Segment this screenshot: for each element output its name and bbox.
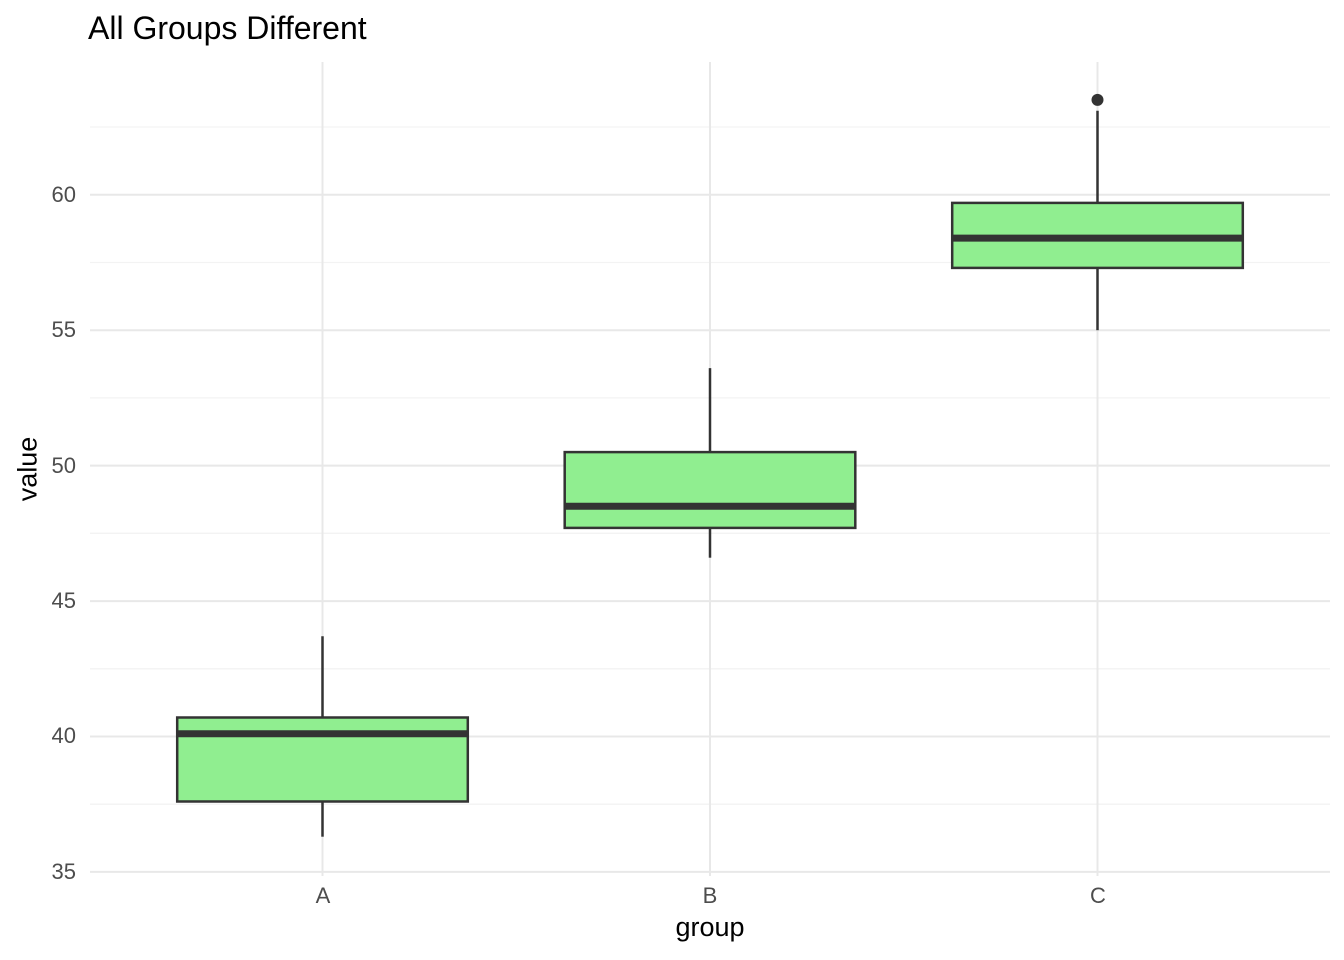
y-tick-label-35: 35 xyxy=(51,859,76,884)
chart-title: All Groups Different xyxy=(88,10,367,46)
x-tick-label-C: C xyxy=(1090,883,1106,908)
outlier-point-C xyxy=(1091,93,1104,106)
x-tick-label-A: A xyxy=(315,883,331,908)
box-group-A xyxy=(175,636,470,837)
y-tick-label-45: 45 xyxy=(51,588,76,613)
x-axis-title: group xyxy=(675,912,745,942)
y-tick-label-60: 60 xyxy=(51,182,76,207)
box-group-B xyxy=(563,368,857,558)
y-tick-label-55: 55 xyxy=(51,317,76,342)
y-tick-label-50: 50 xyxy=(51,453,76,478)
box-A xyxy=(175,716,470,803)
x-tick-label-B: B xyxy=(702,883,718,908)
box-B xyxy=(563,450,857,530)
y-tick-label-40: 40 xyxy=(51,723,76,748)
box-group-C xyxy=(950,93,1245,331)
